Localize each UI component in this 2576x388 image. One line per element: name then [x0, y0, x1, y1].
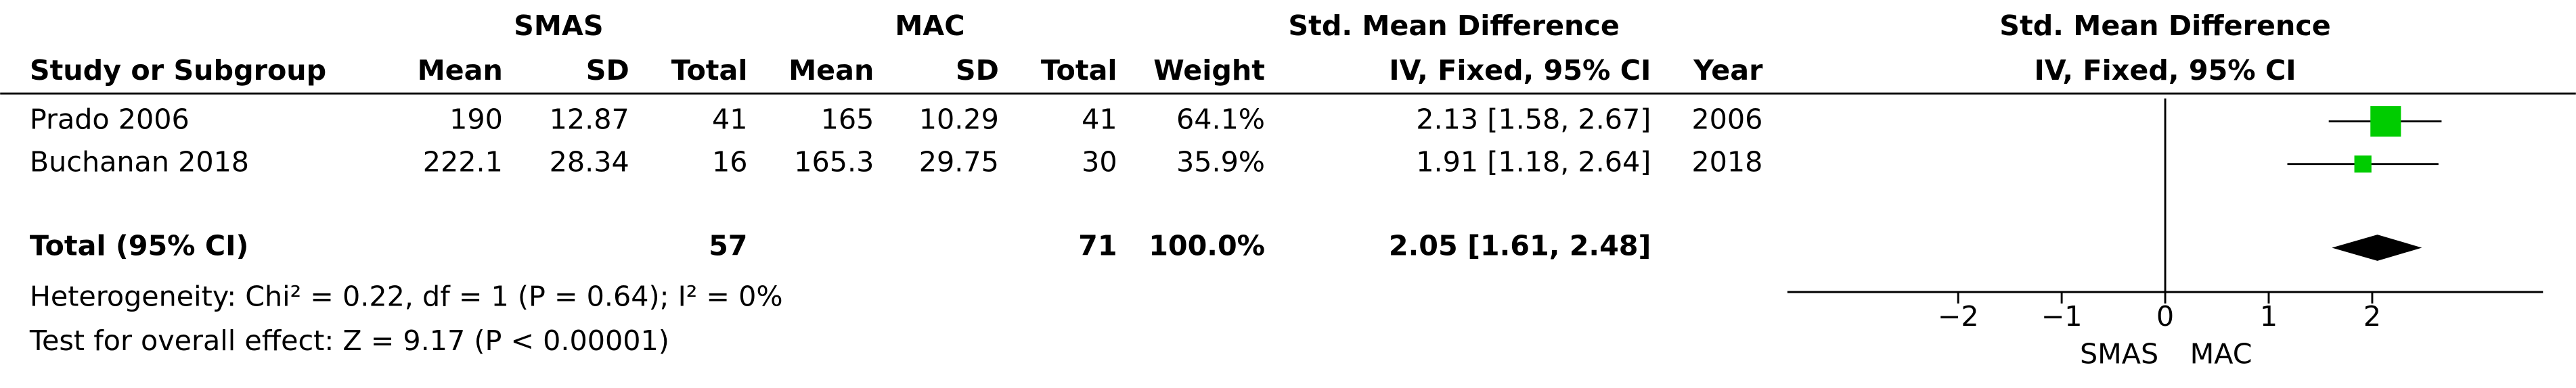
column-header: SD: [586, 54, 629, 87]
cell: 100.0%: [1149, 229, 1265, 262]
column-header: Weight: [1153, 54, 1265, 87]
cell: 30: [1082, 146, 1117, 178]
cell: 35.9%: [1176, 146, 1265, 178]
x-tick-label: −2: [1938, 300, 1979, 333]
cell: 222.1: [423, 146, 503, 178]
study-name: Buchanan 2018: [30, 146, 249, 178]
column-header: IV, Fixed, 95% CI: [1389, 54, 1651, 87]
column-header: Total: [671, 54, 748, 87]
cell: 190: [449, 103, 503, 136]
cell: 28.34: [550, 146, 629, 178]
plot-header: IV, Fixed, 95% CI: [2034, 54, 2296, 87]
total-diamond: [2332, 235, 2422, 261]
study-name: Total (95% CI): [30, 229, 248, 262]
plot-title: Std. Mean Difference: [1999, 9, 2330, 42]
group-header: SMAS: [514, 9, 603, 42]
cell: 29.75: [919, 146, 999, 178]
study-square: [2354, 155, 2372, 173]
x-tick-label: −1: [2041, 300, 2083, 333]
cell: 41: [1082, 103, 1117, 136]
column-header: SD: [956, 54, 999, 87]
column-header: Year: [1693, 54, 1763, 87]
favours-right: MAC: [2190, 338, 2252, 370]
cell: 2.13 [1.58, 2.67]: [1416, 103, 1651, 136]
column-header: Study or Subgroup: [30, 54, 326, 87]
column-header: Mean: [418, 54, 503, 87]
cell: 16: [712, 146, 748, 178]
cell: 41: [712, 103, 748, 136]
cell: 2.05 [1.61, 2.48]: [1389, 229, 1651, 262]
cell: 165.3: [794, 146, 874, 178]
group-header: Std. Mean Difference: [1288, 9, 1619, 42]
cell: 12.87: [550, 103, 629, 136]
cell: 64.1%: [1176, 103, 1265, 136]
x-tick-label: 0: [2156, 300, 2174, 333]
x-tick-label: 1: [2260, 300, 2278, 333]
cell: 2006: [1691, 103, 1762, 136]
study-square: [2370, 106, 2401, 137]
column-header: Mean: [789, 54, 874, 87]
cell: 71: [1078, 229, 1117, 262]
x-tick-label: 2: [2363, 300, 2381, 333]
cell: 57: [709, 229, 747, 262]
cell: 165: [821, 103, 874, 136]
favours-left: SMAS: [2080, 338, 2158, 370]
overall-effect: Test for overall effect: Z = 9.17 (P < 0…: [29, 324, 669, 357]
group-header: MAC: [895, 9, 964, 42]
cell: 2018: [1691, 146, 1762, 178]
column-header: Total: [1041, 54, 1117, 87]
study-name: Prado 2006: [30, 103, 190, 136]
cell: 10.29: [919, 103, 999, 136]
heterogeneity: Heterogeneity: Chi² = 0.22, df = 1 (P = …: [30, 281, 783, 313]
cell: 1.91 [1.18, 2.64]: [1416, 146, 1651, 178]
